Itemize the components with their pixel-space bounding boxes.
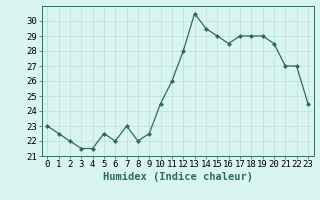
X-axis label: Humidex (Indice chaleur): Humidex (Indice chaleur) [103,172,252,182]
